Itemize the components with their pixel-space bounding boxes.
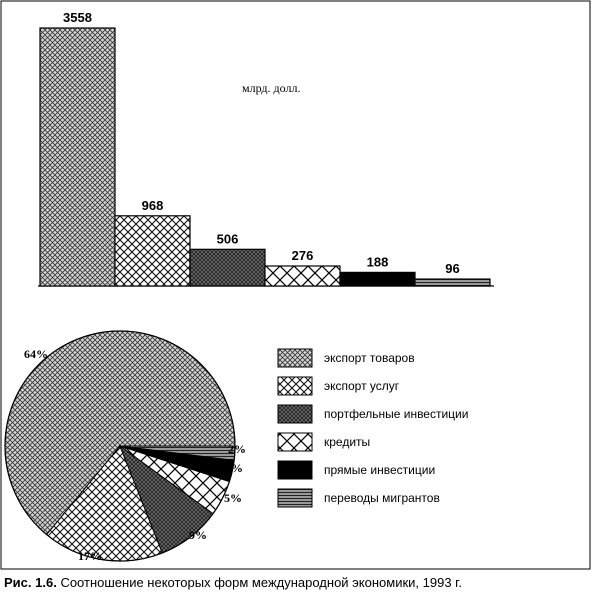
pie-chart: 64% 17% 9% 5% 3% 2%: [4, 330, 246, 563]
pie-percent-label: 5%: [224, 491, 242, 505]
bar-value-label: 96: [445, 261, 459, 276]
pie-percent-label: 64%: [24, 347, 48, 361]
bar-5: [339, 271, 416, 287]
legend: экспорт товаров экспорт услуг портфельные …: [277, 348, 468, 508]
bar-value-label: 188: [367, 254, 389, 269]
legend-swatch-5: [277, 460, 313, 480]
caption-text: Соотношение некоторых форм международной…: [60, 575, 462, 590]
caption-prefix: Рис. 1.6.: [4, 575, 57, 590]
bar-chart: млрд. долл. 3558 968 506 276 188 96: [38, 10, 494, 287]
legend-label-6: переводы мигрантов: [324, 491, 440, 505]
bar-value-label: 506: [217, 231, 239, 246]
bar-3: [189, 248, 266, 287]
legend-label-1: экспорт товаров: [324, 351, 415, 365]
legend-label-2: экспорт услуг: [324, 379, 400, 393]
bar-value-label: 3558: [63, 10, 92, 25]
legend-label-4: кредиты: [324, 435, 370, 449]
legend-swatch-1: [277, 348, 313, 368]
pie-percent-label: 2%: [228, 442, 246, 456]
legend-label-5: прямые инвестиции: [324, 463, 435, 477]
legend-swatch-3: [277, 404, 313, 424]
figure-caption: Рис. 1.6. Соотношение некоторых форм меж…: [4, 575, 462, 590]
pie-percent-label: 17%: [78, 549, 102, 563]
bar-4: [264, 265, 341, 287]
pie-outline: [4, 330, 236, 562]
legend-swatch-6: [277, 488, 313, 508]
outer-border: [0, 0, 591, 570]
bar-1: [39, 27, 116, 287]
bar-2: [114, 215, 191, 287]
bar-value-label: 968: [142, 198, 164, 213]
legend-swatch-2: [277, 376, 313, 396]
pie-percent-label: 3%: [225, 461, 243, 475]
bar-value-label: 276: [292, 248, 314, 263]
unit-label: млрд. долл.: [242, 81, 300, 95]
bar-6: [414, 278, 491, 287]
legend-label-3: портфельные инвестиции: [324, 407, 468, 421]
legend-swatch-4: [277, 432, 313, 452]
pie-percent-label: 9%: [189, 528, 207, 542]
